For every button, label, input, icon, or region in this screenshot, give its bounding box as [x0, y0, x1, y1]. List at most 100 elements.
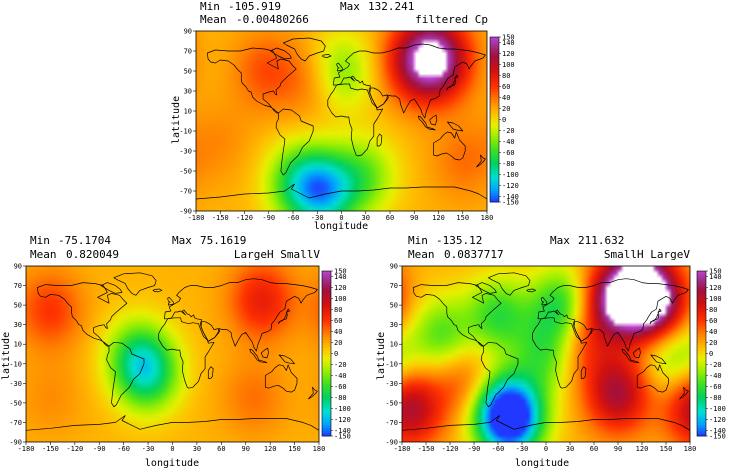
x-axis: -180 -150 -120 -90 -60 -30 0 30 60 90 120 150 180	[394, 442, 696, 453]
colorbar-step	[322, 290, 331, 294]
coastline-iceland	[321, 54, 332, 58]
colorbar-step	[697, 304, 706, 308]
colorbar-step	[322, 293, 331, 297]
colorbar-step	[697, 271, 706, 275]
x-tick-label: -120	[236, 214, 253, 222]
colorbar-step	[697, 405, 706, 409]
max-label: Max	[340, 0, 360, 13]
y-tick-label: -30	[385, 380, 398, 388]
coastline-new-zealand	[476, 154, 486, 168]
colorbar-step	[697, 301, 706, 305]
coastline-africa	[327, 83, 384, 157]
colorbar-step	[697, 403, 706, 407]
colorbar-step	[490, 59, 499, 63]
coastline-africa	[158, 317, 215, 389]
colorbar-tick-label: -40	[334, 372, 347, 380]
colorbar-step	[697, 273, 706, 277]
colorbar-step	[697, 334, 706, 338]
colorbar-step	[322, 312, 331, 316]
x-axis-label: longitude	[145, 458, 199, 469]
coastline-japan	[277, 308, 291, 325]
colorbar-step	[697, 328, 706, 332]
coastline-madagascar	[207, 366, 214, 379]
colorbar-step	[490, 116, 499, 120]
mean-value: 0.0837717	[444, 248, 504, 261]
colorbar-step	[322, 326, 331, 330]
colorbar-step	[490, 188, 499, 192]
colorbar-step	[697, 295, 706, 299]
colorbar-tick-label: 100	[709, 295, 722, 303]
colorbar-tick-label: 20	[502, 105, 510, 113]
y-tick-label: -70	[179, 188, 192, 196]
colorbar-tick-label: -100	[502, 171, 519, 179]
colorbar-step	[322, 348, 331, 352]
colorbar-step	[322, 301, 331, 305]
colorbar-step	[697, 276, 706, 280]
x-tick-label: -180	[188, 214, 205, 222]
panel-filtered-cp: Min -105.919 Max 132.241 Mean -0.0048026…	[171, 0, 519, 232]
colorbar-step	[322, 411, 331, 415]
colorbar-step	[490, 152, 499, 156]
colorbar-step	[490, 149, 499, 153]
y-tick-label: -90	[179, 208, 192, 216]
coastline-europe-asia	[537, 278, 689, 352]
y-tick-label: 10	[184, 108, 192, 116]
colorbar-step	[697, 378, 706, 382]
min-value: -105.919	[228, 0, 281, 13]
colorbar-tick-label: 20	[334, 339, 342, 347]
colorbar-step	[322, 306, 331, 310]
colorbar-step	[322, 433, 331, 437]
y-tick-label: -50	[9, 399, 22, 407]
colorbar-tick-label: -20	[502, 127, 515, 135]
plot-area	[195, 30, 488, 212]
y-tick-label: 70	[14, 282, 22, 290]
colorbar-tick-label: 120	[709, 284, 722, 292]
colorbar-tick-label: 150	[502, 34, 515, 42]
colorbar-step	[490, 138, 499, 142]
colorbar-tick-label: 120	[502, 50, 515, 58]
mean-value: 0.820049	[66, 248, 119, 261]
colorbar-step	[490, 37, 499, 41]
colorbar-step	[697, 416, 706, 420]
x-tick-label: -90	[262, 214, 275, 222]
coastline-australia	[433, 131, 466, 161]
colorbar-tick-label: -100	[709, 405, 726, 413]
y-tick-label: -90	[9, 439, 22, 447]
colorbar-step	[322, 317, 331, 321]
x-tick-label: -120	[66, 445, 83, 453]
y-tick-label: -50	[385, 399, 398, 407]
y-axis-label: latitude	[171, 96, 182, 144]
colorbar-step	[490, 108, 499, 112]
colorbar-step	[322, 427, 331, 431]
y-tick-label: 10	[14, 341, 22, 349]
colorbar-tick-label: -60	[502, 149, 515, 157]
coastline-madagascar	[376, 133, 383, 147]
panel-largeh-smallv: Min -75.1704 Max 75.1619 Mean 0.820049 L…	[1, 234, 351, 469]
colorbar-tick-label: -150	[502, 199, 519, 207]
colorbar-step	[490, 133, 499, 137]
colorbar-tick-label: -60	[709, 383, 722, 391]
colorbar-step	[322, 414, 331, 418]
colorbar-tick-label: -100	[334, 405, 351, 413]
coastline-arabia	[200, 321, 221, 342]
panel-smallh-largev: Min -135.12 Max 211.632 Mean 0.0837717 S…	[376, 234, 726, 469]
colorbar-tick-label: 0	[334, 350, 338, 358]
y-tick-label: 90	[390, 263, 398, 271]
colorbar-step	[490, 103, 499, 107]
colorbar-step	[697, 279, 706, 283]
colorbar-step	[490, 92, 499, 96]
colorbar-step	[322, 389, 331, 393]
colorbar-step	[697, 367, 706, 371]
colorbar-step	[697, 293, 706, 297]
colorbar-step	[490, 39, 499, 43]
coastline-greenland	[282, 37, 326, 62]
colorbar-step	[322, 367, 331, 371]
x-tick-label: 60	[386, 214, 394, 222]
colorbar-step	[697, 290, 706, 294]
coastline-greenland	[113, 272, 157, 296]
colorbar-step	[697, 422, 706, 426]
coastline-japan	[446, 74, 459, 91]
colorbar-step	[697, 370, 706, 374]
